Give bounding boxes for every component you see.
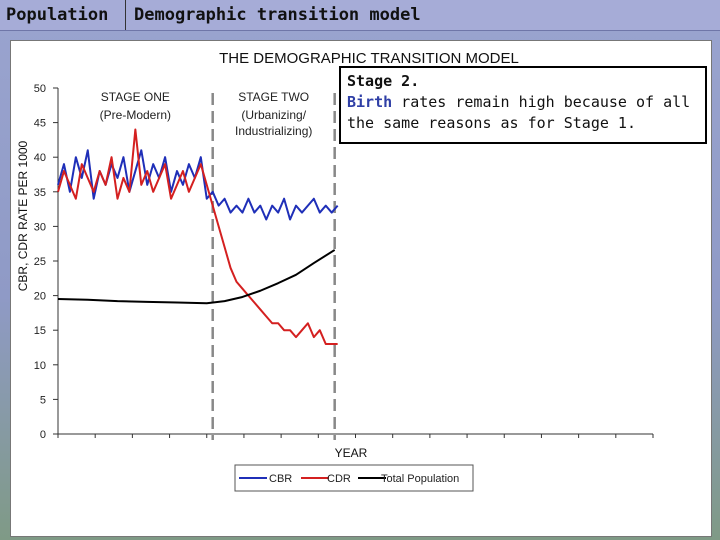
callout-text: rates remain high because of all the sam…: [347, 93, 691, 132]
y-tick-label: 5: [40, 394, 46, 406]
stage-sublabel: Industrializing): [235, 124, 312, 138]
total-population-line: [57, 249, 336, 305]
cbr-line: [57, 149, 339, 221]
callout-keyword: Birth: [347, 93, 393, 111]
stage-label: STAGE ONE: [101, 90, 170, 104]
stage-sublabel: (Urbanizing/: [241, 108, 306, 122]
demographic-transition-chart: THE DEMOGRAPHIC TRANSITION MODEL CBR, CD…: [16, 50, 654, 492]
y-tick-label: 35: [34, 187, 46, 199]
stage-sublabel: (Pre-Modern): [100, 108, 171, 122]
y-axis-label: CBR, CDR RATE PER 1000: [16, 140, 30, 291]
legend-box: [234, 464, 474, 492]
cdr-line: [57, 128, 338, 346]
top-bar: Population Demographic transition model: [0, 0, 720, 31]
y-tick-label: 40: [34, 152, 46, 164]
y-tick-label: 10: [34, 360, 46, 372]
legend-label: CDR: [327, 473, 351, 485]
callout-heading: Stage 2.: [347, 72, 420, 90]
tab-population[interactable]: Population: [0, 0, 126, 30]
legend-label: Total Population: [381, 473, 459, 485]
y-tick-label: 15: [34, 325, 46, 337]
y-tick-label: 50: [34, 83, 46, 95]
legend-label: CBR: [269, 473, 292, 485]
x-axis-label: YEAR: [335, 446, 368, 460]
tab-demographic-transition-model[interactable]: Demographic transition model: [134, 5, 421, 25]
stage-label: STAGE TWO: [238, 90, 309, 104]
stage-2-callout: Stage 2. Birth rates remain high because…: [339, 66, 707, 144]
y-tick-label: 45: [34, 118, 46, 130]
y-tick-label: 25: [34, 256, 46, 268]
y-tick-label: 20: [34, 291, 46, 303]
y-tick-label: 30: [34, 221, 46, 233]
callout-body: Birth rates remain high because of all t…: [347, 92, 699, 134]
y-tick-label: 0: [40, 429, 46, 441]
chart-title: THE DEMOGRAPHIC TRANSITION MODEL: [219, 50, 519, 67]
